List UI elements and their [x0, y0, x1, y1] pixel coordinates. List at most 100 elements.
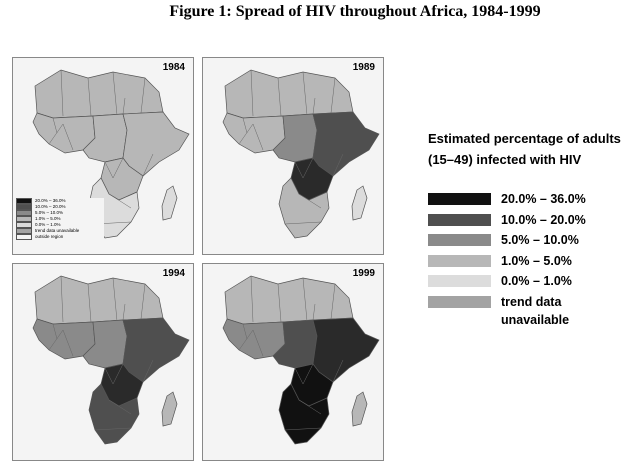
- inset-legend: 20.0% – 36.0% 10.0% – 20.0% 5.0% – 10.0% 1.…: [16, 197, 104, 241]
- country-border: [312, 97, 316, 115]
- map-region-east: [122, 111, 190, 177]
- country-border: [298, 193, 322, 209]
- inset-legend-label: 5.0% – 10.0%: [35, 210, 64, 215]
- country-border: [112, 71, 118, 116]
- country-border: [284, 221, 322, 225]
- legend-item: 20.0% – 36.0%: [428, 190, 628, 211]
- africa-map-1989: [222, 69, 380, 239]
- legend-item: 5.0% – 10.0%: [428, 231, 628, 252]
- map-year-label: 1984: [160, 62, 187, 73]
- map-region-west: [222, 112, 286, 154]
- legend-item: trend data unavailable: [428, 293, 628, 327]
- map-year-label: 1999: [350, 268, 377, 279]
- country-border: [112, 277, 118, 322]
- country-border: [294, 157, 314, 179]
- country-border: [238, 329, 264, 357]
- inset-legend-label: trend data unavailable: [35, 228, 80, 233]
- map-region-madagascar: [161, 391, 178, 427]
- country-border: [302, 71, 308, 116]
- figure-title: Figure 1: Spread of HIV throughout Afric…: [169, 3, 541, 20]
- map-panel-1999: 1999: [202, 263, 384, 461]
- country-border: [48, 123, 74, 151]
- legend-title: Estimated percentage of adults (15–49) i…: [428, 131, 621, 167]
- country-border: [284, 427, 322, 431]
- legend-rows: 20.0% – 36.0% 10.0% – 20.0% 5.0% – 10.0% 1.…: [428, 190, 628, 327]
- country-border: [330, 77, 336, 114]
- legend-item: 1.0% – 5.0%: [428, 252, 628, 273]
- inset-legend-label: 1.0% – 5.0%: [35, 216, 61, 221]
- map-year-label: 1994: [160, 268, 187, 279]
- country-border: [87, 77, 92, 117]
- country-border: [104, 157, 124, 179]
- country-border: [330, 283, 336, 320]
- country-border: [277, 77, 282, 117]
- map-region-north: [224, 275, 354, 325]
- country-border: [108, 399, 132, 415]
- map-region-south: [278, 177, 330, 239]
- main-legend: Estimated percentage of adults (15–49) i…: [428, 128, 628, 327]
- map-panel-1984: 1984 20.0% – 36.0% 10.0% – 20.0% 5.0% – 10…: [12, 57, 194, 255]
- map-region-east: [312, 317, 380, 383]
- inset-legend-item: outside region: [16, 233, 104, 241]
- inset-legend-swatch: [16, 233, 32, 241]
- country-border: [312, 303, 316, 321]
- map-year-label: 1989: [350, 62, 377, 73]
- country-border: [140, 77, 146, 114]
- legend-swatch: [428, 275, 491, 287]
- legend-label: 1.0% – 5.0%: [501, 253, 572, 268]
- country-border: [104, 363, 124, 385]
- country-border: [122, 303, 126, 321]
- legend-label: trend data unavailable: [501, 294, 570, 327]
- map-region-east: [122, 317, 190, 383]
- country-border: [332, 153, 344, 177]
- africa-map-1994: [32, 275, 190, 445]
- map-region-north: [34, 275, 164, 325]
- legend-swatch: [428, 193, 491, 205]
- legend-swatch: [428, 295, 491, 308]
- legend-label: 10.0% – 20.0%: [501, 212, 586, 227]
- country-border: [250, 69, 254, 117]
- inset-legend-label: 10.0% – 20.0%: [35, 204, 66, 209]
- map-panel-1994: 1994: [12, 263, 194, 461]
- map-region-madagascar: [351, 391, 368, 427]
- legend-label: 0.0% – 1.0%: [501, 274, 572, 288]
- legend-item: 0.0% – 1.0%: [428, 272, 628, 293]
- country-border: [122, 97, 126, 115]
- legend-item: 10.0% – 20.0%: [428, 211, 628, 232]
- map-region-madagascar: [351, 185, 368, 221]
- country-border: [302, 277, 308, 322]
- legend-swatch: [428, 254, 491, 267]
- inset-legend-label: 20.0% – 36.0%: [35, 198, 66, 203]
- country-border: [48, 329, 74, 357]
- africa-map-1999: [222, 275, 380, 445]
- map-region-south: [88, 383, 140, 445]
- country-border: [332, 359, 344, 383]
- country-border: [52, 323, 58, 340]
- country-border: [298, 399, 322, 415]
- map-region-west: [222, 318, 286, 360]
- country-border: [294, 363, 314, 385]
- map-region-madagascar: [161, 185, 178, 221]
- legend-label: 20.0% – 36.0%: [501, 192, 586, 206]
- map-region-north: [34, 69, 164, 119]
- map-region-south: [278, 383, 330, 445]
- country-border: [242, 323, 248, 340]
- legend-swatch: [428, 213, 491, 226]
- map-region-west: [32, 112, 96, 154]
- country-border: [142, 359, 154, 383]
- country-border: [238, 123, 264, 151]
- country-border: [60, 69, 64, 117]
- country-border: [94, 427, 132, 431]
- inset-legend-label: 0.0% – 1.0%: [35, 222, 61, 227]
- legend-label: 5.0% – 10.0%: [501, 233, 579, 247]
- country-border: [142, 153, 154, 177]
- map-region-north: [224, 69, 354, 119]
- inset-legend-label: outside region: [35, 234, 64, 239]
- country-border: [250, 275, 254, 323]
- legend-swatch: [428, 234, 491, 246]
- country-border: [242, 117, 248, 134]
- country-border: [60, 275, 64, 323]
- map-region-east: [312, 111, 380, 177]
- country-border: [277, 283, 282, 323]
- country-border: [87, 283, 92, 323]
